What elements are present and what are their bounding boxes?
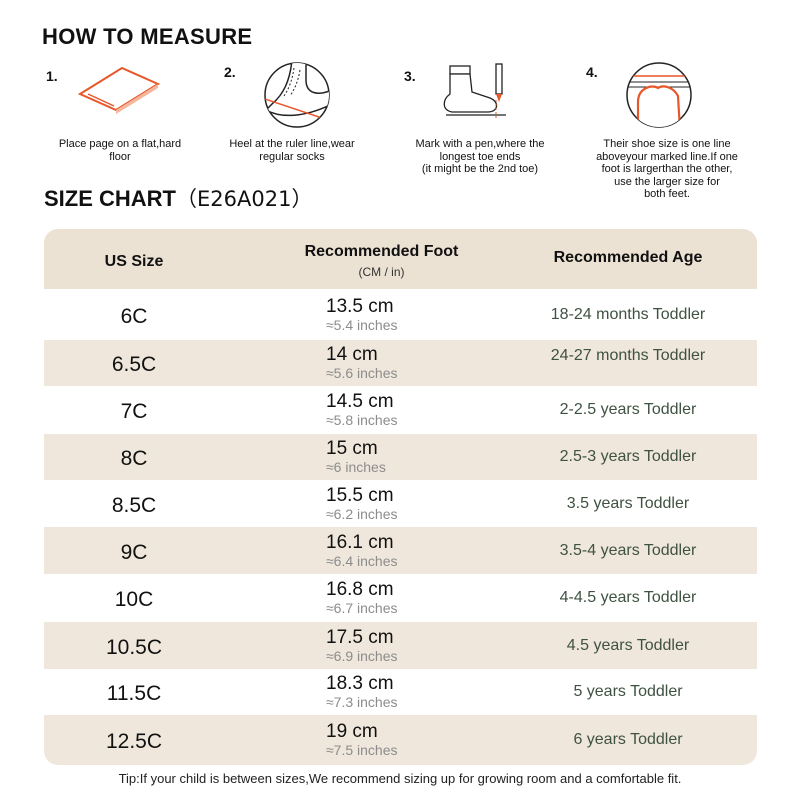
foot-cm: 14.5 cm [326,391,394,412]
step-1: 1. Place page on a flat,hard floor [40,60,200,170]
table-row: 7C 14.5 cm ≈5.8 inches 2-2.5 years Toddler [44,386,757,434]
header-us-size: US Size [104,253,164,270]
foot-length-cell: 16.1 cm ≈6.4 inches [326,531,526,569]
table-row: 6C 13.5 cm ≈5.4 inches 18-24 months Toddler [44,289,757,340]
step-4-number: 4. [586,64,598,80]
recommended-age-cell: 18-24 months Toddler [550,305,706,323]
size-chart-table: US Size Recommended Foot (CM / in) Recom… [44,229,757,765]
header-recommended-age: Recommended Age [553,249,703,266]
foot-cm: 13.5 cm [326,295,394,317]
foot-cm: 15 cm [326,438,378,459]
us-size-cell: 8.5C [111,493,157,517]
foot-length-cell: 17.5 cm ≈6.9 inches [326,626,526,664]
foot-inches: ≈5.4 inches [326,316,398,333]
us-size-cell: 12.5C [105,730,163,753]
foot-length-cell: 14.5 cm ≈5.8 inches [326,391,526,429]
how-to-measure-title: HOW TO MEASURE [42,24,253,49]
size-chart-title-text: SIZE CHART [44,186,176,211]
us-size-cell: 6C [120,304,148,328]
us-size-cell: 9C [120,540,148,564]
table-row: 11.5C 18.3 cm ≈7.3 inches 5 years Toddler [44,669,757,715]
us-size-cell: 10C [114,588,154,611]
table-row: 12.5C 19 cm ≈7.5 inches 6 years Toddler [44,715,757,765]
size-chart-title: SIZE CHART（E26A021） [44,183,312,213]
us-size-cell: 6.5C [111,353,157,376]
table-row: 8C 15 cm ≈6 inches 2.5-3 years Toddler [44,434,757,480]
recommended-age-cell: 3.5-4 years Toddler [559,541,697,559]
foot-cm: 16.8 cm [326,579,394,600]
table-row: 10C 16.8 cm ≈6.7 inches 4-4.5 years Toddler [44,574,757,622]
foot-cm: 15.5 cm [326,484,394,506]
step-2: 2. Heel at the ruler line,wear regular s… [212,60,372,170]
foot-cm: 17.5 cm [326,626,394,648]
step-2-caption: Heel at the ruler line,wear regular sock… [229,138,355,163]
foot-cm: 19 cm [326,721,378,742]
toe-line-icon [626,62,692,128]
recommended-age-cell: 24-27 months Toddler [550,347,706,364]
us-size-cell: 8C [120,447,148,470]
foot-length-cell: 15.5 cm ≈6.2 inches [326,484,526,522]
foot-cm: 16.1 cm [326,531,394,553]
heel-at-ruler-icon [264,62,330,128]
recommended-age-cell: 3.5 years Toddler [566,494,690,512]
recommended-age-cell: 2-2.5 years Toddler [559,401,697,418]
recommended-age-cell: 2.5-3 years Toddler [559,448,697,465]
step-2-number: 2. [224,64,236,80]
recommended-age-cell: 4.5 years Toddler [566,636,690,654]
foot-length-cell: 13.5 cm ≈5.4 inches [326,295,526,333]
foot-cm: 18.3 cm [326,673,394,694]
foot-inches: ≈6.9 inches [326,647,398,664]
foot-inches: ≈7.3 inches [326,694,398,710]
foot-inches: ≈6.7 inches [326,600,398,616]
foot-length-cell: 19 cm ≈7.5 inches [326,721,526,759]
foot-inches: ≈5.6 inches [326,365,398,381]
sock-and-pen-icon [443,63,506,118]
foot-inches: ≈6.4 inches [326,552,398,569]
foot-length-cell: 18.3 cm ≈7.3 inches [326,673,526,711]
header-foot-unit: (CM / in) [358,265,405,279]
table-header: US Size Recommended Foot (CM / in) Recom… [44,229,757,289]
step-3-number: 3. [404,68,416,84]
foot-inches: ≈6.2 inches [326,505,398,522]
table-row: 10.5C 17.5 cm ≈6.9 inches 4.5 years Toddler [44,622,757,669]
step-4-caption: Their shoe size is one line aboveyour ma… [596,138,738,200]
table-row: 9C 16.1 cm ≈6.4 inches 3.5-4 years Toddler [44,527,757,574]
foot-inches: ≈5.8 inches [326,412,398,428]
step-3: 3. Mark with a pen,where the longest toe… [400,60,560,180]
step-1-number: 1. [46,68,58,84]
us-size-cell: 7C [120,400,148,423]
us-size-cell: 11.5C [106,682,162,705]
step-4: 4. Their shoe size is one line aboveyour… [582,60,752,200]
foot-length-cell: 15 cm ≈6 inches [326,438,526,476]
paper-on-floor-icon [77,66,161,114]
header-recommended-foot: Recommended Foot (CM / in) [274,243,489,279]
recommended-age-cell: 6 years Toddler [573,731,683,748]
sizing-tip: Tip:If your child is between sizes,We re… [118,771,682,786]
us-size-cell: 10.5C [105,635,163,659]
step-3-caption: Mark with a pen,where the longest toe en… [415,138,545,175]
foot-inches: ≈7.5 inches [326,742,398,758]
table-row: 6.5C 14 cm ≈5.6 inches 24-27 months Toddler [44,340,757,386]
foot-inches: ≈6 inches [326,459,386,475]
foot-length-cell: 14 cm ≈5.6 inches [326,344,526,382]
table-row: 8.5C 15.5 cm ≈6.2 inches 3.5 years Toddler [44,480,757,527]
size-chart-code: （E26A021） [176,187,313,211]
recommended-age-cell: 4-4.5 years Toddler [559,589,697,606]
foot-length-cell: 16.8 cm ≈6.7 inches [326,579,526,617]
step-1-caption: Place page on a flat,hard floor [58,138,182,163]
foot-cm: 14 cm [326,344,378,365]
recommended-age-cell: 5 years Toddler [573,683,683,700]
